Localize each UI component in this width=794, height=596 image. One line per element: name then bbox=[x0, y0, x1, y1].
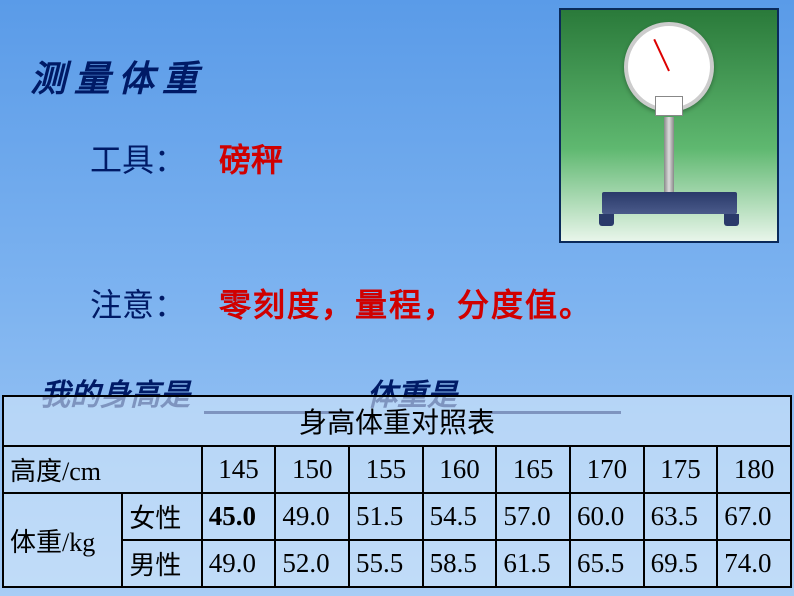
male-cell: 65.5 bbox=[570, 540, 644, 587]
female-cell: 57.0 bbox=[496, 493, 570, 540]
scale-needle bbox=[653, 39, 670, 72]
height-weight-table: 身高体重对照表 高度/cm 145 150 155 160 165 170 17… bbox=[2, 395, 792, 588]
male-cell: 74.0 bbox=[717, 540, 791, 587]
tool-label: 工具： bbox=[90, 142, 186, 178]
scale-feet bbox=[594, 214, 744, 226]
height-cell: 160 bbox=[423, 446, 497, 493]
female-cell: 63.5 bbox=[644, 493, 718, 540]
height-cell: 165 bbox=[496, 446, 570, 493]
scale-pole bbox=[664, 117, 674, 192]
weight-label-cell: 体重/kg bbox=[3, 493, 122, 587]
female-cell: 51.5 bbox=[349, 493, 423, 540]
scale-foot bbox=[599, 214, 614, 226]
female-cell: 54.5 bbox=[423, 493, 497, 540]
note-value: 零刻度，量程，分度值。 bbox=[219, 287, 593, 323]
female-cell: 45.0 bbox=[202, 493, 276, 540]
height-cell: 175 bbox=[644, 446, 718, 493]
scale-illustration bbox=[559, 8, 779, 243]
height-weight-table-wrap: 身高体重对照表 高度/cm 145 150 155 160 165 170 17… bbox=[2, 395, 792, 588]
table-header-row: 高度/cm 145 150 155 160 165 170 175 180 bbox=[3, 446, 791, 493]
scale-foot bbox=[724, 214, 739, 226]
male-cell: 61.5 bbox=[496, 540, 570, 587]
male-cell: 49.0 bbox=[202, 540, 276, 587]
note-line: 注意： 零刻度，量程，分度值。 bbox=[90, 280, 593, 326]
tool-line: 工具： 磅秤 bbox=[90, 135, 283, 181]
height-label-cell: 高度/cm bbox=[3, 446, 202, 493]
note-label: 注意： bbox=[90, 287, 186, 323]
female-label-cell: 女性 bbox=[122, 493, 201, 540]
tool-value: 磅秤 bbox=[219, 142, 283, 178]
height-cell: 170 bbox=[570, 446, 644, 493]
female-cell: 60.0 bbox=[570, 493, 644, 540]
height-cell: 180 bbox=[717, 446, 791, 493]
male-label-cell: 男性 bbox=[122, 540, 201, 587]
height-cell: 145 bbox=[202, 446, 276, 493]
table-title: 身高体重对照表 bbox=[3, 396, 791, 446]
table-title-row: 身高体重对照表 bbox=[3, 396, 791, 446]
height-cell: 155 bbox=[349, 446, 423, 493]
scale-dial-icon bbox=[624, 22, 714, 112]
table-female-row: 体重/kg 女性 45.0 49.0 51.5 54.5 57.0 60.0 6… bbox=[3, 493, 791, 540]
male-cell: 52.0 bbox=[275, 540, 349, 587]
height-cell: 150 bbox=[275, 446, 349, 493]
male-cell: 55.5 bbox=[349, 540, 423, 587]
scale-readout bbox=[655, 96, 683, 116]
female-cell: 67.0 bbox=[717, 493, 791, 540]
slide: 测量体重 工具： 磅秤 注意： 零刻度，量程，分度值。 我的身高是 体重是 身高… bbox=[0, 0, 794, 596]
scale-platform bbox=[602, 192, 737, 214]
male-cell: 58.5 bbox=[423, 540, 497, 587]
male-cell: 69.5 bbox=[644, 540, 718, 587]
page-title: 测量体重 bbox=[30, 50, 206, 102]
female-cell: 49.0 bbox=[275, 493, 349, 540]
